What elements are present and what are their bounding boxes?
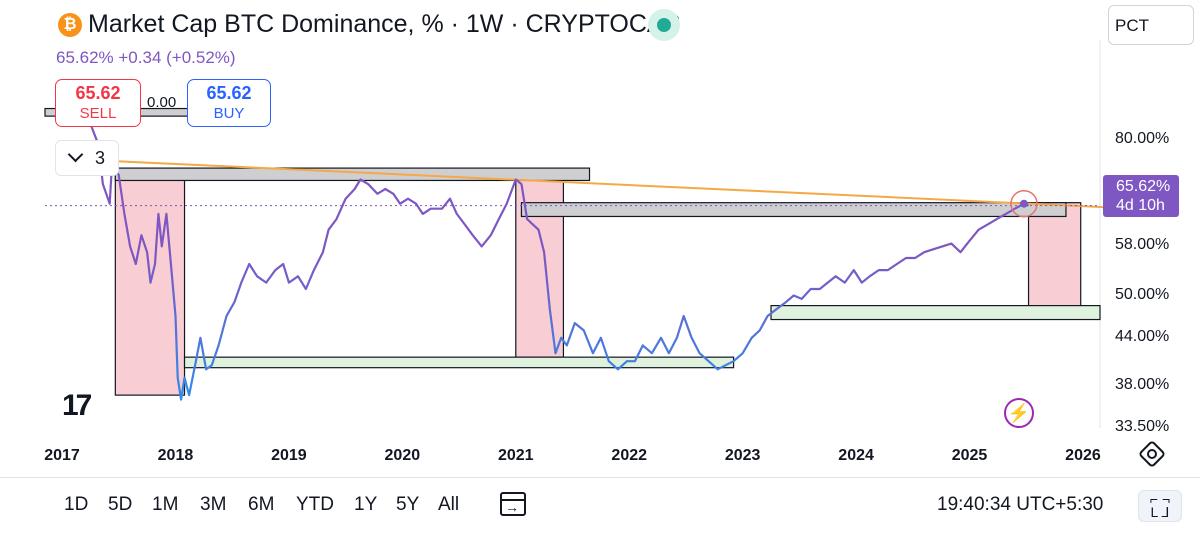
x-tick-label: 2024 bbox=[838, 447, 874, 464]
range-button-1m[interactable]: 1M bbox=[152, 494, 179, 515]
x-tick-label: 2023 bbox=[724, 447, 761, 464]
buy-button[interactable]: 65.62 BUY bbox=[187, 79, 271, 127]
range-button-1y[interactable]: 1Y bbox=[354, 494, 378, 515]
last-price-badge: 65.62% 4d 10h bbox=[1103, 175, 1179, 217]
zone-gray-6 bbox=[520, 202, 1067, 218]
x-tick-label: 2018 bbox=[157, 447, 194, 464]
zone-gray-5 bbox=[114, 167, 591, 182]
fullscreen-icon[interactable]: ⌐ ¬ L ⅃ bbox=[1138, 490, 1182, 522]
range-button-3m[interactable]: 3M bbox=[200, 494, 227, 515]
last-price-value: 65.62% bbox=[1116, 178, 1171, 195]
zone-green-3 bbox=[183, 356, 735, 369]
x-tick-label: 2020 bbox=[384, 447, 421, 464]
current-marker-ring bbox=[1010, 189, 1038, 218]
price-change-legend: 65.62% +0.34 (+0.52%) bbox=[56, 48, 236, 67]
y-tick-label: 58.00% bbox=[1115, 236, 1170, 254]
x-tick-label: 2021 bbox=[497, 447, 534, 464]
y-tick-label: 50.00% bbox=[1115, 285, 1170, 303]
range-button-6m[interactable]: 6M bbox=[248, 494, 275, 515]
spread-value: 0.00 bbox=[147, 94, 177, 111]
buy-price: 65.62 bbox=[206, 83, 252, 103]
y-tick-label: 80.00% bbox=[1115, 130, 1170, 148]
range-button-5d[interactable]: 5D bbox=[108, 494, 133, 515]
tradingview-logo[interactable]: 17 bbox=[62, 389, 92, 422]
current-marker-dot bbox=[1019, 199, 1028, 208]
sell-price: 65.62 bbox=[75, 83, 121, 103]
x-tick-label: 2017 bbox=[44, 447, 80, 464]
range-button-1d[interactable]: 1D bbox=[64, 494, 89, 515]
chart-title: Market Cap BTC Dominance, % · 1W · CRYPT… bbox=[88, 10, 681, 38]
bar-countdown: 4d 10h bbox=[1116, 197, 1165, 214]
range-button-ytd[interactable]: YTD bbox=[296, 494, 334, 515]
scale-mode-button[interactable]: PCT bbox=[1108, 5, 1194, 45]
session-clock[interactable]: 19:40:34 UTC+5:30 bbox=[937, 494, 1104, 515]
y-tick-label: 38.00% bbox=[1115, 376, 1170, 394]
sell-button[interactable]: 65.62 SELL bbox=[55, 79, 141, 127]
range-button-all[interactable]: All bbox=[438, 494, 460, 515]
zone-green-4 bbox=[770, 305, 1101, 321]
toolbar-divider bbox=[0, 477, 1200, 478]
calendar-goto-icon[interactable] bbox=[500, 492, 526, 516]
y-tick-label: 44.00% bbox=[1115, 327, 1170, 345]
buy-label: BUY bbox=[213, 105, 245, 122]
indicators-toggle-button[interactable]: 3 bbox=[55, 140, 119, 176]
x-tick-label: 2019 bbox=[271, 447, 307, 464]
market-open-icon[interactable] bbox=[648, 9, 680, 41]
x-tick-label: 2025 bbox=[951, 447, 988, 464]
indicator-count: 3 bbox=[95, 148, 106, 168]
sell-label: SELL bbox=[79, 105, 117, 122]
bitcoin-icon: ₿ bbox=[58, 13, 82, 37]
series-line bbox=[61, 115, 1029, 401]
trend-line bbox=[73, 158, 1106, 209]
range-button-5y[interactable]: 5Y bbox=[396, 494, 420, 515]
flash-icon[interactable]: ⚡ bbox=[1004, 398, 1034, 428]
zone-red-2 bbox=[1027, 202, 1082, 307]
x-tick-label: 2026 bbox=[1065, 447, 1101, 464]
y-tick-label: 33.50% bbox=[1115, 418, 1170, 435]
x-tick-label: 2022 bbox=[611, 447, 648, 464]
chevron-down-icon bbox=[67, 146, 84, 163]
